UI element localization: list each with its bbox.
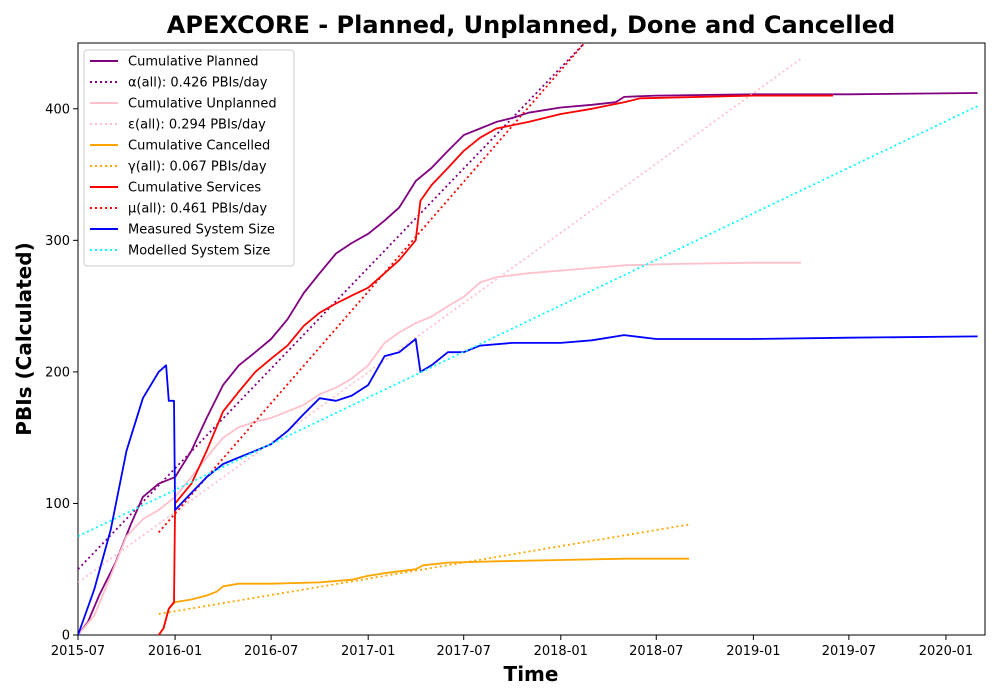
x-tick-label-0: 2015-07 [51,644,105,659]
y-tick-label-0: 0 [62,629,70,644]
legend-box [83,49,295,267]
series-7-all-0-461-pbis-day-line [158,43,586,533]
x-tick-label-3: 2017-01 [341,644,395,659]
series-3-all-0-294-pbis-day-line [78,58,802,584]
x-tick-label-6: 2018-07 [629,644,683,659]
x-tick-label-2: 2016-07 [244,644,298,659]
legend-label-6: Cumulative Services [128,181,261,196]
series-4-cumulative-cancelled-line [157,557,689,635]
legend-label-3: ε(all): 0.294 PBIs/day [128,118,266,133]
x-tick-label-5: 2018-01 [534,644,588,659]
series-8-measured-system-size-line [78,334,978,635]
y-axis-label: PBIs (Calculated) [12,242,36,435]
legend-label-2: Cumulative Unplanned [128,97,277,112]
series-6-cumulative-services-line [157,94,833,635]
x-axis-label: Time [504,662,559,686]
x-tick-label-9: 2020-01 [919,644,973,659]
plot-frame [77,42,986,636]
x-axis-ticks: 2015-07 2016-01 2016-07 2017-01 2017-07 2018-… [51,635,973,659]
legend-label-9: Modelled System Size [128,244,270,259]
y-tick-label-2: 200 [45,365,70,380]
x-tick-label-4: 2017-07 [437,644,491,659]
y-tick-label-3: 300 [45,234,70,249]
y-tick-label-1: 100 [45,497,70,512]
legend-label-1: α(all): 0.426 PBIs/day [128,76,268,91]
y-tick-label-4: 400 [45,102,70,117]
chart-title: APEXCORE - Planned, Unplanned, Done and … [167,11,895,39]
legend-label-4: Cumulative Cancelled [128,139,270,154]
x-tick-label-8: 2019-07 [822,644,876,659]
x-tick-label-7: 2019-01 [726,644,780,659]
legend-label-5: γ(all): 0.067 PBIs/day [128,160,267,175]
x-tick-label-1: 2016-01 [148,644,202,659]
legend-label-8: Measured System Size [128,223,275,238]
y-axis-ticks: 0 100 200 300 400 [45,102,78,644]
legend: Cumulative Planned α(all): 0.426 PBIs/day… [83,49,295,267]
series-5-all-0-067-pbis-day-line [158,523,690,615]
series-2-cumulative-unplanned-line [78,261,801,635]
series-layer [78,43,978,635]
series-9-modelled-system-size-line [78,105,978,538]
legend-label-7: μ(all): 0.461 PBIs/day [128,202,267,217]
legend-label-0: Cumulative Planned [128,55,258,70]
